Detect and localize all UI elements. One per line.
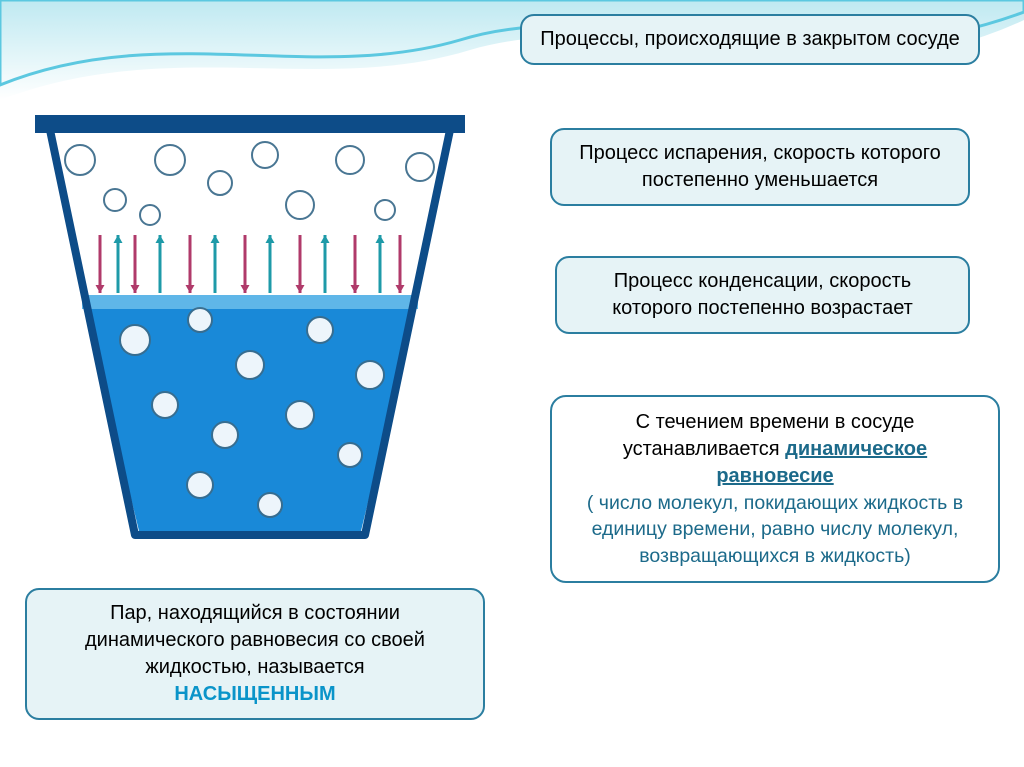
equilibrium-paren: ( число молекул, покидающих жидкость в е… <box>570 490 980 569</box>
vessel-diagram <box>20 105 490 565</box>
condensation-text: Процесс конденсации, скорость которого п… <box>612 270 913 319</box>
equilibrium-line: С течением времени в сосуде устанавливае… <box>570 409 980 490</box>
process-header-box: Процессы, происходящие в закрытом сосуде <box>520 14 980 65</box>
process-header-text: Процессы, происходящие в закрытом сосуде <box>540 28 960 50</box>
saturated-desc: Пар, находящийся в состоянии динамическо… <box>85 602 425 678</box>
saturated-box: Пар, находящийся в состоянии динамическо… <box>25 588 485 720</box>
saturated-term: НАСЫЩЕННЫМ <box>174 683 335 705</box>
evaporation-text: Процесс испарения, скорость которого пос… <box>579 142 940 191</box>
condensation-box: Процесс конденсации, скорость которого п… <box>555 256 970 334</box>
evaporation-box: Процесс испарения, скорость которого пос… <box>550 128 970 206</box>
equilibrium-box: С течением времени в сосуде устанавливае… <box>550 395 1000 583</box>
